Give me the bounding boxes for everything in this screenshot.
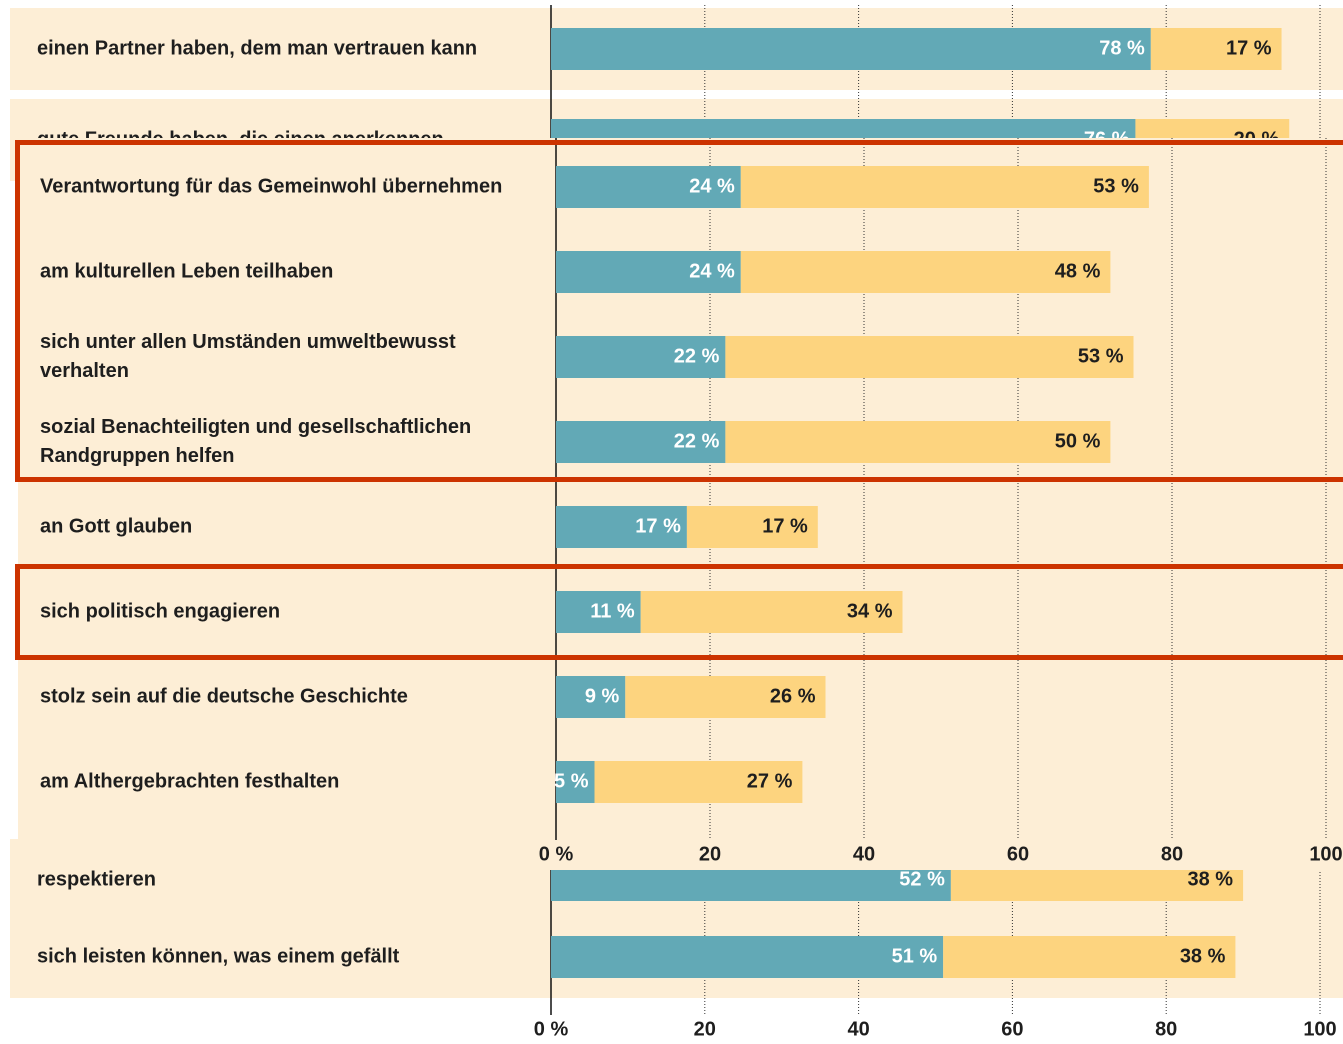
value-label: 78 % [1099,37,1145,59]
bar-segment [556,251,741,293]
x-tick-label: 100 [1309,843,1342,865]
x-tick-label: 100 [1303,1018,1336,1040]
x-tick-label: 20 [699,843,721,865]
bar-segment [943,936,1236,978]
value-label: 27 % [747,770,793,792]
value-label: 53 % [1093,175,1139,197]
x-tick-label: 0 % [534,1018,569,1040]
category-label: sich leisten können, was einem gefällt [37,945,400,968]
x-tick-label: 40 [853,843,875,865]
value-label: 50 % [1055,430,1101,452]
bar-segment [556,676,626,718]
value-label: 17 % [635,515,681,537]
bar-segment [725,421,1111,463]
category-label: Verantwortung für das Gemeinwohl überneh… [40,175,503,198]
bar-segment [556,591,641,633]
value-label: 24 % [689,260,735,282]
value-label: 11 % [590,600,635,622]
x-tick-label: 0 % [539,843,574,865]
value-label: 17 % [1226,37,1272,59]
category-label: stolz sein auf die deutsche Geschichte [40,685,408,708]
bar-segment [594,761,803,803]
category-label: an Gott glauben [40,515,193,538]
bar-segment [556,506,687,548]
bar-segment [725,336,1134,378]
bar-segment [556,421,726,463]
bar-segment [740,251,1111,293]
chart-svg: 0 % 20 40 60 80 100 24 % 53 % 24 % 48 % 22 % 53 % 22… [18,138,1343,865]
x-tick-label: 20 [694,1018,716,1040]
value-label: 38 % [1188,868,1234,890]
bar-segment [551,28,1151,70]
value-label: 34 % [847,600,893,622]
x-tick-label: 40 [847,1018,869,1040]
bar-segment [551,936,944,978]
highlight-box [15,564,1343,660]
overlay-chart: 0 % 20 40 60 80 100 24 % 53 % 24 % 48 % 22 % 53 % 22… [18,138,1343,870]
value-label: 22 % [674,345,720,367]
category-label: respektieren [37,868,156,891]
category-label: sozial Benachteiligten und gesellschaftl… [40,416,472,467]
highlight-box [15,140,1343,482]
x-tick-label: 80 [1161,843,1183,865]
x-tick-label: 60 [1001,1018,1023,1040]
category-label: am Althergebrachten festhalten [40,770,340,793]
bar-segment [1150,28,1282,70]
bar-segment [686,506,818,548]
category-label: sich politisch engagieren [40,600,281,623]
value-label: 5 % [554,770,589,792]
value-label: 17 % [762,515,808,537]
bar-segment [556,761,595,803]
bar-segment [740,166,1149,208]
value-label: 38 % [1180,945,1226,967]
value-label: 53 % [1078,345,1124,367]
bar-segment [556,166,741,208]
value-label: 22 % [674,430,720,452]
value-label: 9 % [585,685,620,707]
bar-segment [625,676,826,718]
value-label: 48 % [1055,260,1101,282]
x-tick-label: 60 [1007,843,1029,865]
value-label: 51 % [892,945,938,967]
bar-segment [556,336,726,378]
value-label: 52 % [899,868,945,890]
category-label: am kulturellen Leben teilhaben [40,260,334,283]
category-label: sich unter allen Umständen umweltbewusst… [40,331,456,382]
value-label: 24 % [689,175,735,197]
x-tick-label: 80 [1155,1018,1177,1040]
bar-segment [640,591,903,633]
value-label: 26 % [770,685,816,707]
category-label: einen Partner haben, dem man vertrauen k… [37,37,478,60]
